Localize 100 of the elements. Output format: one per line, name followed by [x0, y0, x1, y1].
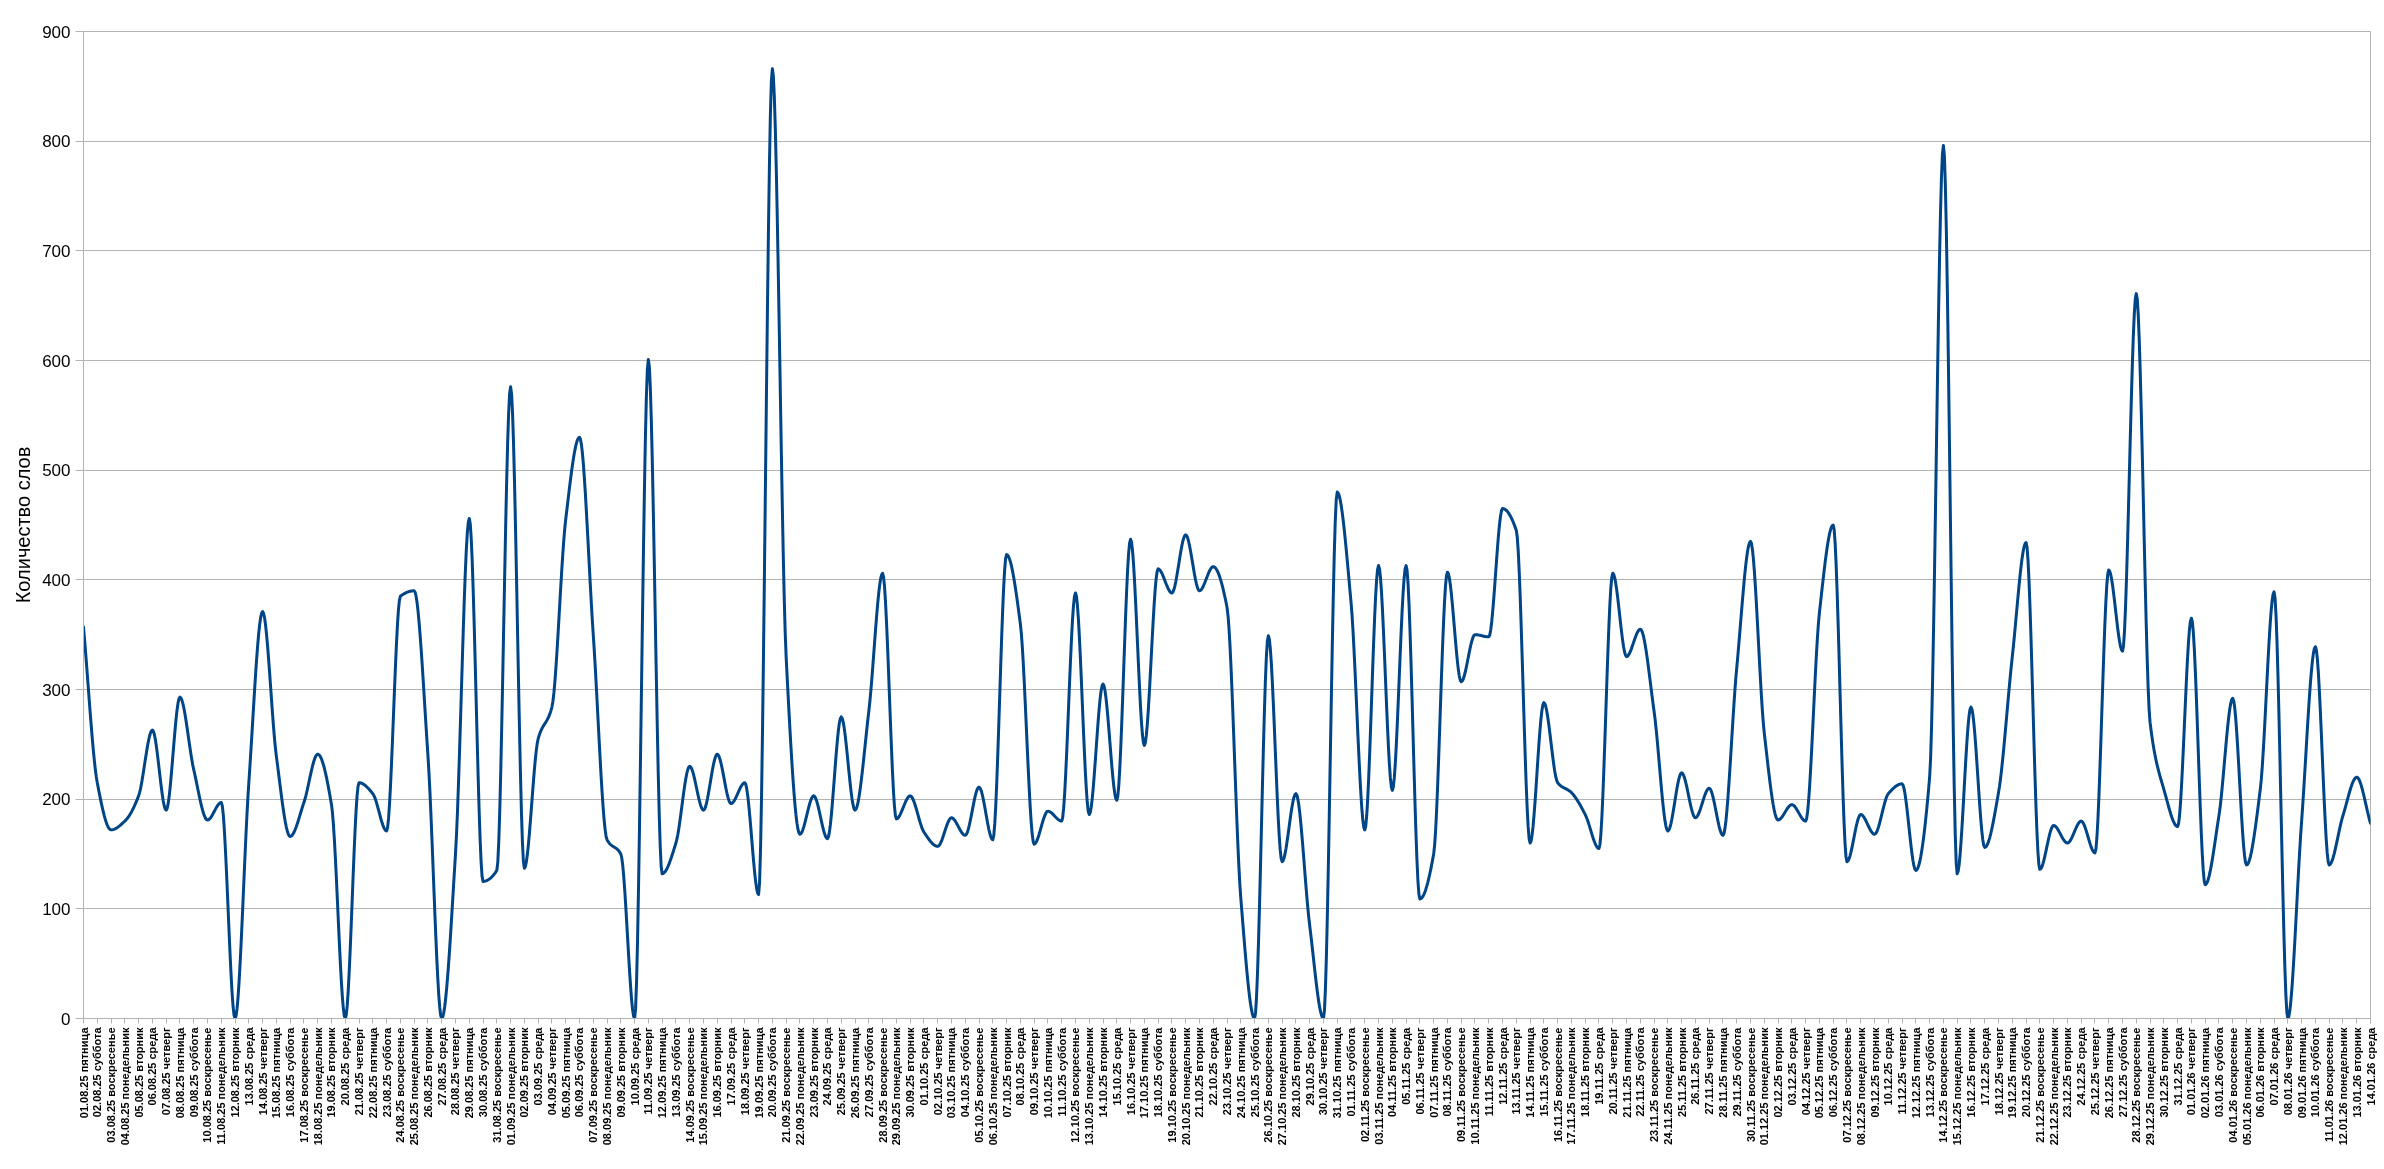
- x-tick-label: 29.08.25 пятница: [463, 1026, 476, 1119]
- x-tick-label: 22.08.25 пятница: [366, 1026, 379, 1119]
- x-tick-label: 10.01.26 суббота: [2309, 1026, 2322, 1118]
- x-tick-label: 22.12.25 понедельник: [2047, 1027, 2060, 1146]
- x-tick-label: 13.09.25 суббота: [669, 1026, 682, 1118]
- x-tick-label: 24.11.25 понедельник: [1661, 1027, 1674, 1145]
- x-tick-label: 19.11.25 среда: [1592, 1026, 1605, 1105]
- x-tick-label: 30.10.25 четверг: [1317, 1027, 1330, 1116]
- x-tick-label: 20.11.25 четверг: [1606, 1027, 1619, 1115]
- x-tick-label: 21.12.25 воскресенье: [2033, 1027, 2046, 1143]
- x-tick-label: 01.08.25 пятница: [77, 1026, 90, 1119]
- x-tick-label: 26.08.25 вторник: [421, 1027, 434, 1118]
- x-tick-label: 02.10.25 четверг: [931, 1027, 944, 1116]
- y-tick-label: 700: [42, 241, 71, 261]
- x-tick-label: 05.08.25 вторник: [132, 1027, 145, 1118]
- x-tick-label: 12.08.25 вторник: [229, 1027, 242, 1118]
- x-tick-label: 01.01.26 четверг: [2185, 1027, 2198, 1116]
- x-tick-label: 18.12.25 четверг: [1992, 1027, 2005, 1116]
- y-tick-label: 600: [42, 351, 71, 371]
- x-tick-label: 09.12.25 вторник: [1868, 1027, 1881, 1118]
- x-tick-label: 29.10.25 среда: [1303, 1026, 1316, 1106]
- x-tick-label: 03.08.25 воскресенье: [105, 1027, 118, 1143]
- x-tick-label: 01.09.25 понедельник: [504, 1027, 517, 1146]
- x-tick-label: 27.09.25 суббота: [862, 1026, 875, 1118]
- x-tick-label: 25.09.25 четверг: [835, 1027, 848, 1116]
- y-tick-label: 0: [61, 1009, 71, 1029]
- x-tick-label: 11.12.25 четверг: [1896, 1027, 1909, 1115]
- y-tick-label: 900: [42, 22, 71, 42]
- x-tick-label: 13.10.25 понедельник: [1083, 1027, 1096, 1146]
- x-tick-label: 25.10.25 суббота: [1248, 1026, 1261, 1118]
- x-tick-label: 04.01.26 воскресенье: [2226, 1027, 2239, 1143]
- x-tick-label: 28.09.25 воскресенье: [876, 1027, 889, 1143]
- x-tick-label: 17.11.25 понедельник: [1565, 1027, 1578, 1145]
- x-tick-label: 04.12.25 четверг: [1799, 1027, 1812, 1116]
- x-tick-label: 14.11.25 пятница: [1524, 1026, 1537, 1118]
- x-tick-label: 21.08.25 четверг: [353, 1027, 366, 1116]
- x-tick-label: 06.08.25 среда: [146, 1026, 159, 1106]
- x-tick-label: 21.09.25 воскресенье: [780, 1027, 793, 1143]
- x-tick-label: 09.09.25 вторник: [614, 1027, 627, 1118]
- x-tick-label: 10.10.25 пятница: [1041, 1026, 1054, 1119]
- x-tick-label: 24.12.25 среда: [2075, 1026, 2088, 1106]
- x-tick-label: 21.11.25 пятница: [1620, 1026, 1633, 1118]
- y-tick-label: 300: [42, 680, 71, 700]
- x-tick-label: 27.12.25 суббота: [2116, 1026, 2129, 1118]
- x-tick-label: 04.09.25 четверг: [545, 1027, 558, 1116]
- y-tick-label: 100: [42, 899, 71, 919]
- x-tick-label: 20.08.25 среда: [339, 1026, 352, 1106]
- x-tick-label: 27.08.25 среда: [435, 1026, 448, 1106]
- x-tick-label: 11.09.25 четверг: [642, 1027, 655, 1115]
- x-tick-label: 23.12.25 вторник: [2061, 1027, 2074, 1118]
- x-tick-label: 26.11.25 среда: [1689, 1026, 1702, 1105]
- x-tick-label: 14.01.26 среда: [2364, 1026, 2377, 1106]
- x-tick-label: 24.09.25 среда: [821, 1026, 834, 1106]
- x-tick-label: 19.12.25 пятница: [2006, 1026, 2019, 1119]
- x-tick-label: 29.11.25 суббота: [1730, 1026, 1743, 1117]
- x-tick-label: 03.12.25 среда: [1785, 1026, 1798, 1106]
- x-tick-label: 25.08.25 понедельник: [408, 1027, 421, 1146]
- x-tick-label: 07.01.26 среда: [2268, 1026, 2281, 1106]
- x-tick-label: 14.09.25 воскресенье: [683, 1027, 696, 1143]
- x-tick-label: 29.12.25 понедельник: [2144, 1027, 2157, 1146]
- x-tick-label: 02.08.25 суббота: [91, 1026, 104, 1118]
- x-tick-label: 06.10.25 понедельник: [986, 1027, 999, 1146]
- x-tick-label: 08.08.25 пятница: [173, 1026, 186, 1119]
- x-tick-label: 25.11.25 вторник: [1675, 1027, 1688, 1117]
- x-tick-label: 28.08.25 четверг: [449, 1027, 462, 1116]
- x-tick-label: 15.08.25 пятница: [270, 1026, 283, 1119]
- x-tick-label: 07.08.25 четверг: [160, 1027, 173, 1116]
- x-tick-label: 17.12.25 среда: [1978, 1026, 1991, 1106]
- x-tick-label: 15.12.25 понедельник: [1951, 1027, 1964, 1146]
- x-tick-label: 07.12.25 воскресенье: [1840, 1027, 1853, 1143]
- x-tick-label: 22.10.25 среда: [1207, 1026, 1220, 1106]
- x-tick-label: 09.01.26 пятница: [2295, 1026, 2308, 1119]
- x-tick-label: 12.11.25 среда: [1496, 1026, 1509, 1105]
- y-tick-label: 200: [42, 790, 71, 810]
- x-tick-label: 20.09.25 суббота: [766, 1026, 779, 1118]
- x-tick-label: 06.12.25 суббота: [1827, 1026, 1840, 1118]
- x-tick-label: 08.10.25 среда: [1014, 1026, 1027, 1106]
- x-tick-label: 11.08.25 понедельник: [215, 1027, 228, 1145]
- x-tick-label: 12.12.25 пятница: [1909, 1026, 1922, 1119]
- x-tick-label: 27.10.25 понедельник: [1276, 1027, 1289, 1146]
- x-tick-label: 13.01.26 вторник: [2350, 1027, 2363, 1118]
- x-tick-label: 09.11.25 воскресенье: [1455, 1027, 1468, 1143]
- x-tick-label: 24.08.25 воскресенье: [394, 1027, 407, 1143]
- x-tick-label: 16.08.25 суббота: [284, 1026, 297, 1118]
- x-tick-label: 04.10.25 суббота: [959, 1026, 972, 1118]
- x-tick-label: 21.10.25 вторник: [1193, 1027, 1206, 1118]
- x-tick-label: 06.09.25 суббота: [573, 1026, 586, 1118]
- x-tick-label: 08.11.25 суббота: [1441, 1026, 1454, 1117]
- x-tick-label: 31.12.25 среда: [2171, 1026, 2184, 1106]
- x-tick-label: 08.01.26 четверг: [2281, 1027, 2294, 1116]
- x-tick-label: 20.12.25 суббота: [2020, 1026, 2033, 1118]
- x-tick-label: 25.12.25 четверг: [2088, 1027, 2101, 1116]
- x-tick-label: 16.09.25 вторник: [711, 1027, 724, 1118]
- x-tick-label: 02.09.25 вторник: [518, 1027, 531, 1118]
- x-tick-label: 11.01.26 воскресенье: [2323, 1027, 2336, 1143]
- x-tick-label: 03.01.26 суббота: [2212, 1026, 2225, 1118]
- x-tick-label: 14.08.25 четверг: [256, 1027, 269, 1116]
- x-tick-label: 05.10.25 воскресенье: [973, 1027, 986, 1143]
- x-tick-label: 17.08.25 воскресенье: [297, 1027, 310, 1143]
- x-tick-label: 05.09.25 пятница: [559, 1026, 572, 1119]
